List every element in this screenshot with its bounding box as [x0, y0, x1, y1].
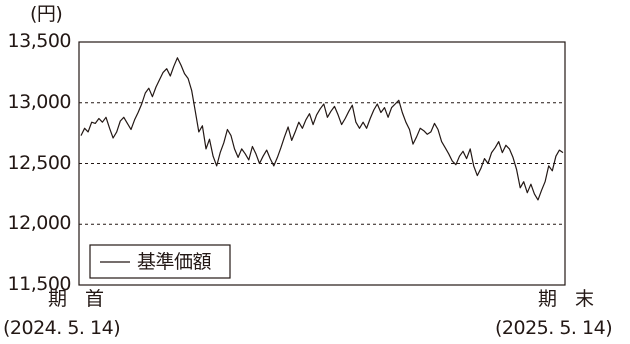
y-tick-label: 12,000: [7, 212, 72, 235]
gridlines: [79, 102, 565, 225]
y-tick-label: 13,000: [7, 90, 72, 113]
x-end-date: (2025. 5. 14): [495, 317, 613, 339]
series-layer: [80, 57, 564, 201]
y-tick-label: 12,500: [7, 151, 72, 174]
y-unit-label: (円): [30, 3, 63, 25]
plot-frame: [78, 41, 566, 286]
y-tick-label: 13,500: [7, 30, 72, 52]
y-tick-label: 11,500: [7, 273, 72, 295]
legend-label-基準価額: 基準価額: [137, 251, 212, 273]
series-line-基準価額: [80, 57, 564, 201]
legend: [89, 244, 231, 279]
x-end-label: 期 末: [538, 288, 601, 310]
x-start-date: (2024. 5. 14): [3, 317, 121, 339]
x-start-label: 期 首: [48, 288, 111, 310]
